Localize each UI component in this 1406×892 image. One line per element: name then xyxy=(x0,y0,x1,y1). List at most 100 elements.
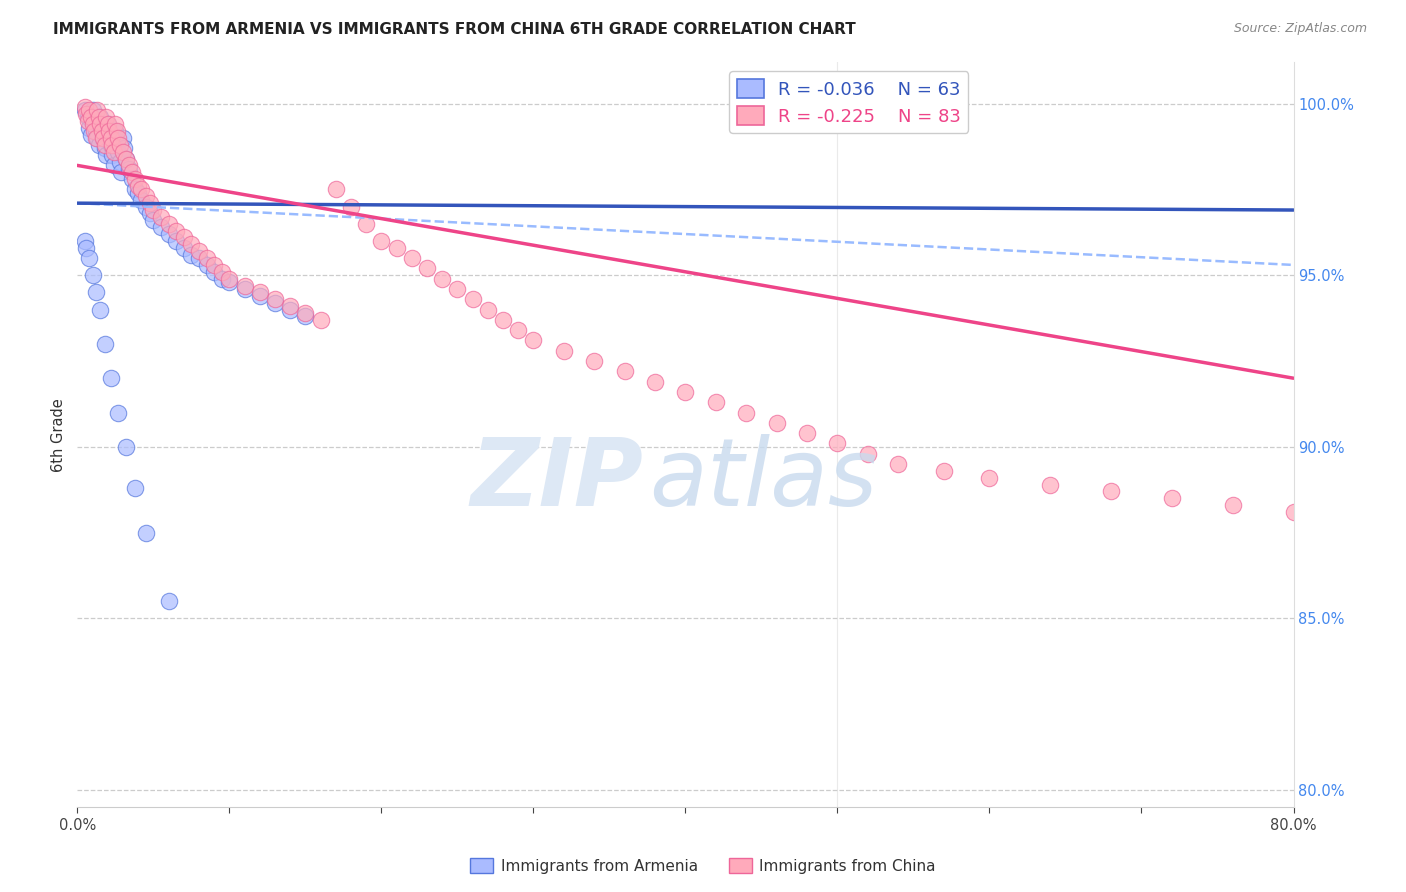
Point xyxy=(91,131,114,145)
Point xyxy=(87,137,110,152)
Point xyxy=(149,210,172,224)
Point xyxy=(370,234,392,248)
Point xyxy=(446,282,468,296)
Point xyxy=(218,275,240,289)
Point xyxy=(157,227,180,241)
Point xyxy=(583,354,606,368)
Point xyxy=(93,337,115,351)
Point xyxy=(103,145,125,159)
Point xyxy=(73,103,96,118)
Point xyxy=(98,128,121,142)
Point xyxy=(416,261,439,276)
Point xyxy=(115,440,138,454)
Point xyxy=(73,234,96,248)
Point xyxy=(93,141,115,155)
Point xyxy=(96,148,118,162)
Point xyxy=(264,293,287,307)
Point xyxy=(139,206,162,220)
Point xyxy=(114,141,136,155)
Point xyxy=(80,111,103,125)
Point xyxy=(79,251,101,265)
Point xyxy=(1282,505,1305,519)
Point xyxy=(1222,498,1244,512)
Point xyxy=(118,158,141,172)
Point xyxy=(173,230,195,244)
Point xyxy=(325,182,347,196)
Point xyxy=(97,117,120,131)
Point xyxy=(477,302,499,317)
Point xyxy=(82,103,104,118)
Point xyxy=(979,471,1001,485)
Point xyxy=(83,124,105,138)
Point xyxy=(135,200,157,214)
Text: IMMIGRANTS FROM ARMENIA VS IMMIGRANTS FROM CHINA 6TH GRADE CORRELATION CHART: IMMIGRANTS FROM ARMENIA VS IMMIGRANTS FR… xyxy=(53,22,856,37)
Point xyxy=(124,481,146,495)
Point xyxy=(90,120,112,135)
Point xyxy=(180,247,202,261)
Point xyxy=(887,457,910,471)
Point xyxy=(522,334,544,348)
Point xyxy=(104,124,127,138)
Point xyxy=(115,152,138,166)
Point xyxy=(84,131,107,145)
Point xyxy=(104,117,127,131)
Text: ZIP: ZIP xyxy=(470,434,643,525)
Point xyxy=(233,282,256,296)
Point xyxy=(432,271,454,285)
Point xyxy=(173,241,195,255)
Point xyxy=(82,268,104,283)
Point xyxy=(79,120,101,135)
Point xyxy=(157,217,180,231)
Point xyxy=(121,172,143,186)
Point xyxy=(89,111,111,125)
Point xyxy=(105,124,128,138)
Point xyxy=(385,241,408,255)
Point xyxy=(121,165,143,179)
Point xyxy=(1039,477,1062,491)
Point xyxy=(105,135,128,149)
Point xyxy=(77,111,100,125)
Text: Source: ZipAtlas.com: Source: ZipAtlas.com xyxy=(1233,22,1367,36)
Point xyxy=(188,244,211,259)
Point xyxy=(765,416,787,430)
Point xyxy=(80,128,103,142)
Point xyxy=(135,525,157,540)
Point xyxy=(135,189,157,203)
Point xyxy=(111,145,134,159)
Point xyxy=(278,299,301,313)
Point xyxy=(856,447,879,461)
Point xyxy=(294,310,316,324)
Point xyxy=(157,594,180,608)
Point xyxy=(107,131,129,145)
Point xyxy=(90,124,112,138)
Point xyxy=(309,313,332,327)
Point xyxy=(202,265,225,279)
Point xyxy=(83,113,105,128)
Point xyxy=(704,395,727,409)
Point xyxy=(77,113,100,128)
Point xyxy=(340,200,363,214)
Legend: Immigrants from Armenia, Immigrants from China: Immigrants from Armenia, Immigrants from… xyxy=(464,852,942,880)
Point xyxy=(165,234,187,248)
Point xyxy=(87,111,110,125)
Point xyxy=(233,278,256,293)
Point xyxy=(249,289,271,303)
Point xyxy=(401,251,423,265)
Point xyxy=(278,302,301,317)
Point xyxy=(103,158,125,172)
Point xyxy=(735,405,758,419)
Point xyxy=(100,137,122,152)
Point xyxy=(249,285,271,300)
Point xyxy=(107,405,129,419)
Point xyxy=(79,103,101,118)
Point xyxy=(96,111,118,125)
Point xyxy=(139,196,162,211)
Point xyxy=(149,220,172,235)
Point xyxy=(108,155,131,169)
Point xyxy=(84,285,107,300)
Point xyxy=(165,224,187,238)
Point xyxy=(93,137,115,152)
Point xyxy=(129,182,152,196)
Point xyxy=(82,117,104,131)
Point xyxy=(110,165,132,179)
